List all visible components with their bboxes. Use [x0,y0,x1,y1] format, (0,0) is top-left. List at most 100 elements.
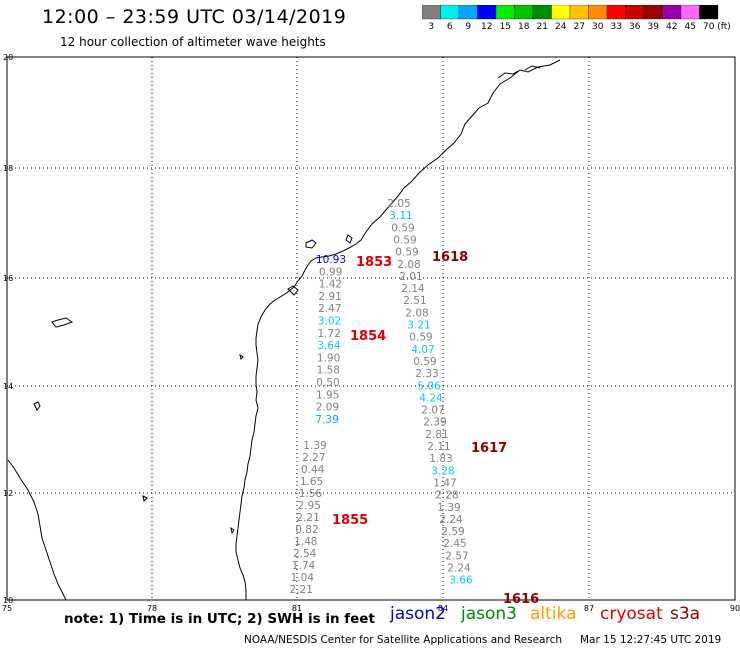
wave-height-value: 1.65 [300,476,323,488]
wave-height-value: 1.58 [317,365,340,377]
coastline-gulf [7,459,67,601]
pass-time-label: 1854 [350,329,386,344]
pass-time-labels: 1853 1854 1855 1618 1617 1616 [332,250,539,607]
island-cay [142,495,148,503]
wave-height-value: 2.21 [290,584,313,596]
scale-tick-label: 27 [573,22,585,32]
coastline-bay [287,285,299,296]
wave-height-value: 0.59 [391,222,414,234]
pass-time-label: 1618 [432,250,468,265]
color-scale [422,5,719,20]
coastline [7,59,561,601]
longitude-label: 90 [730,604,740,613]
wave-height-value: 2.81 [425,429,448,441]
latitude-label: 12 [3,489,13,498]
wave-height-value: 2.95 [298,500,321,512]
wave-height-value: 2.28 [435,490,458,502]
wave-height-value: 1.83 [429,453,452,465]
wave-height-value: 2.24 [439,514,463,526]
wave-height-value: 2.54 [293,548,317,560]
longitude-label: 78 [147,604,157,613]
wave-height-value: 2.59 [441,526,464,538]
scale-tick-label: 45 [684,22,696,32]
wave-height-value: 2.05 [387,198,410,210]
wave-height-value: 3.21 [407,320,430,332]
footer-note: note: 1) Time is in UTC; 2) SWH is in fe… [64,611,375,627]
footer-credit: NOAA/NESDIS Center for Satellite Applica… [244,634,562,646]
wave-height-value: 1.04 [291,572,315,584]
wave-height-value: 5.06 [417,380,441,392]
chart-subtitle: 12 hour collection of altimeter wave hei… [60,35,326,49]
wave-height-value: 2.27 [302,452,325,464]
scale-tick-label: 36 [629,22,641,32]
wave-height-value: 1.42 [319,279,342,291]
wave-height-value: 7.39 [315,414,338,426]
wave-height-value: 0.99 [319,266,342,278]
wave-height-value: 2.45 [443,538,466,550]
scale-tick-label: 6 [446,22,453,32]
scale-tick-label: 18 [518,22,530,32]
scale-tick-label: 33 [610,22,622,32]
wave-height-value: 0.50 [316,377,339,389]
coastline-florida [235,59,561,600]
wave-height-value: 2.08 [405,307,428,319]
wave-height-value: 1.39 [303,440,326,452]
wave-height-value: 0.44 [301,464,325,476]
wave-height-value: 3.02 [318,316,341,328]
scale-unit-label: (ft) [717,22,731,32]
island-bahamas [51,317,74,328]
wave-height-value: 2.01 [399,271,422,283]
longitude-label: 87 [584,604,594,613]
wave-height-value: 2.09 [316,402,339,414]
wave-height-value: 1.39 [437,502,460,514]
scale-tick-label: 21 [536,22,548,32]
wave-height-value: 2.91 [318,291,341,303]
coastline-islands-north [497,65,541,79]
satellite-legend-altika: altika [530,604,577,624]
chart-title: 12:00 – 23:59 UTC 03/14/2019 [42,6,347,28]
latitude-label: 16 [3,274,13,283]
scale-tick-label: 70 [703,22,715,32]
satellite-legend-cryosat: cryosat [600,604,663,624]
scale-tick-label: 15 [499,22,511,32]
wave-height-value: 2.39 [423,417,446,429]
scale-tick-label: 12 [481,22,493,32]
scale-tick-label: 9 [465,22,472,32]
wave-height-value: 2.57 [445,550,468,562]
wave-height-value: 2.47 [318,303,341,315]
wave-height-value: 2.51 [403,295,426,307]
wave-height-value: 1.90 [317,352,340,364]
graticule [7,57,735,600]
scale-tick-label: 3 [428,22,435,32]
footer-timestamp: Mar 15 12:27:45 UTC 2019 [580,634,722,646]
wave-height-value: 4.07 [411,344,434,356]
wave-height-value: 0.59 [395,247,418,259]
wave-height-value: 2.24 [447,563,471,575]
pass-time-label: 1617 [471,441,507,456]
wave-height-value: 2.33 [415,368,438,380]
map-frame [6,56,736,601]
wave-height-value: 1.56 [299,488,323,500]
wave-height-value: 3.66 [449,575,473,587]
satellite-legend-jason2: jason2 [390,604,446,624]
longitude-label: 81 [292,604,302,613]
wave-height-value: 3.64 [317,340,341,352]
wave-height-value: 2.08 [397,259,420,271]
coastline-inlet [305,234,353,249]
wave-height-value: 1.72 [318,328,341,340]
latitude-label: 18 [3,164,13,173]
wave-height-value: 1.95 [316,389,339,401]
wave-height-value: 0.59 [413,356,436,368]
pass-time-label: 1855 [332,513,368,528]
wave-height-value: 0.59 [393,234,416,246]
scale-tick-label: 24 [555,22,567,32]
latitude-label: 14 [3,382,13,391]
wave-height-value: 2.21 [296,512,319,524]
pass-time-label: 1616 [503,592,539,607]
altimeter-tracks: 10.930.991.422.912.473.021.723.641.901.5… [290,198,473,596]
wave-height-value: 1.48 [294,536,317,548]
wave-height-value: 2.11 [427,441,450,453]
scale-swatch [699,5,719,20]
